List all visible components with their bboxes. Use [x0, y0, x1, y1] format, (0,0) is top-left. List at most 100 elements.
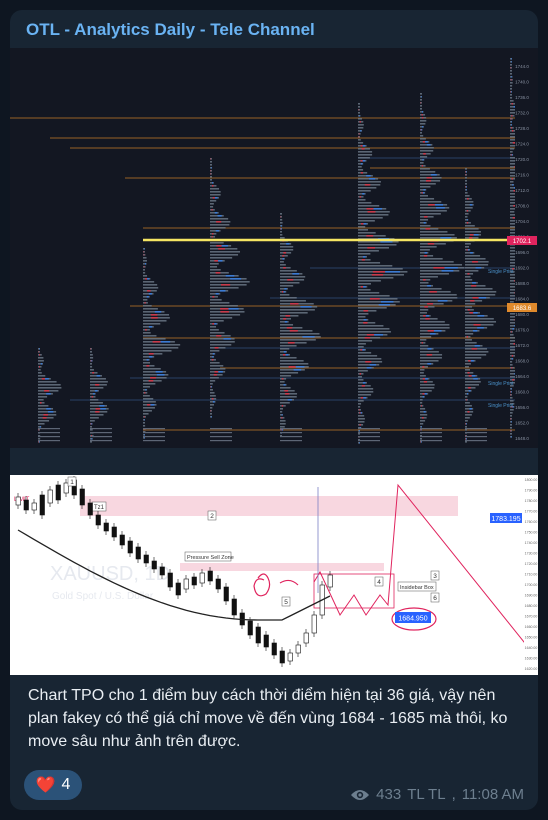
tpo-bar-red	[366, 334, 375, 336]
tpo-bar-blue	[421, 129, 423, 131]
tpo-bar	[420, 261, 454, 263]
tpo-bar	[210, 365, 224, 367]
tpo-bar-red	[466, 222, 469, 224]
tpo-bar	[210, 326, 217, 328]
tpo-bar-red	[422, 393, 425, 395]
tpo-bar	[465, 180, 467, 182]
tpo-bar-red	[281, 378, 284, 380]
tpo-bar-red	[43, 414, 49, 416]
tpo-footer-stat	[420, 432, 442, 434]
tpo-bar	[143, 299, 148, 301]
tpo-bar	[358, 400, 364, 402]
tpo-bar	[210, 212, 219, 214]
tpo-bar-red	[472, 261, 478, 263]
reaction-heart[interactable]: ❤️ 4	[24, 770, 82, 800]
tpo-bar	[210, 389, 213, 391]
tpo-bar	[210, 329, 219, 331]
tpo-bar	[465, 330, 480, 332]
tpo-bar-blue	[421, 111, 423, 113]
author-name: TL TL	[407, 786, 446, 803]
tpo-bar-blue	[286, 243, 290, 245]
tpo-bar	[280, 426, 285, 428]
tpo-footer-stat	[90, 440, 112, 442]
tpo-bar-blue	[424, 252, 428, 254]
tpo-bar-red	[282, 255, 285, 257]
tpo-bar-red	[143, 251, 145, 253]
tpo-bar-red	[361, 385, 365, 387]
tpo-bar-blue	[511, 61, 512, 63]
tpo-bar	[358, 139, 361, 141]
meta-separator: ,	[451, 786, 456, 803]
tpo-bar	[210, 341, 235, 343]
tpo-footer-stat	[465, 440, 487, 442]
price-chart-image[interactable]: XAUUSD, 1D Gold Spot / U.S. Dollar LIMIT…	[10, 475, 538, 675]
tpo-bar	[510, 85, 513, 87]
tpo-bar-red	[143, 266, 145, 268]
tpo-bar	[143, 284, 158, 286]
tpo-bar	[280, 435, 282, 437]
tpo-bar-red	[360, 349, 363, 351]
tpo-bar	[420, 300, 453, 302]
tpo-bar-blue	[470, 252, 473, 254]
tpo-bar-blue	[214, 212, 218, 214]
tpo-bar-red	[513, 205, 517, 207]
tpo-bar-blue	[469, 204, 473, 206]
price-axis-label: 1720.00	[525, 562, 538, 566]
tpo-chart-image[interactable]: 1744.0 1740.0 1736.0 1732.0 1728.0 1724.0 1720…	[10, 48, 538, 448]
tpo-bar-red	[38, 351, 40, 353]
tpo-bar	[420, 297, 458, 299]
tpo-bar-red	[361, 223, 364, 225]
tpo-bar	[210, 299, 222, 301]
tpo-bar-red	[360, 397, 364, 399]
tpo-bar	[358, 169, 364, 171]
tpo-bar	[90, 405, 107, 407]
tpo-bar-red	[211, 209, 213, 211]
tpo-bar	[465, 294, 496, 296]
tpo-bar	[420, 396, 425, 398]
tpo-bar	[510, 145, 517, 147]
tpo-bar-red	[216, 335, 222, 337]
tpo-bar	[143, 272, 146, 274]
tpo-bar-blue	[359, 115, 361, 117]
tpo-bar-blue	[477, 327, 484, 329]
tpo-bar-blue	[433, 330, 442, 332]
tpo-footer-stat	[358, 436, 380, 438]
tpo-bar-red	[220, 308, 229, 310]
tpo-bar	[465, 243, 471, 245]
tpo-bar-blue	[293, 369, 302, 371]
tpo-bar-blue	[144, 419, 145, 421]
tpo-bar	[143, 431, 146, 433]
tpo-bar-blue	[214, 323, 217, 325]
tpo-bar-blue	[212, 356, 214, 358]
tpo-bar-blue	[360, 412, 362, 414]
tpo-bar	[210, 263, 219, 265]
tpo-bar	[358, 439, 360, 441]
tpo-bar-red	[91, 435, 92, 437]
tpo-bar-blue	[211, 416, 212, 418]
tpo-bar-red	[513, 190, 517, 192]
price-axis-label: 1650.00	[525, 636, 538, 640]
tpo-bar	[510, 373, 519, 375]
tpo-bar	[465, 246, 470, 248]
message-text: Chart TPO cho 1 điểm buy cách thời điểm …	[28, 687, 508, 750]
tpo-bar-red	[468, 360, 471, 362]
tpo-bar	[90, 387, 104, 389]
tpo-bar-blue	[469, 408, 472, 410]
tpo-bar-red	[283, 267, 286, 269]
tpo-bar	[358, 415, 365, 417]
insidebar-box	[313, 573, 395, 609]
tpo-bar	[510, 334, 514, 336]
tpo-footer-stat	[38, 428, 60, 430]
tpo-bar-blue	[468, 390, 471, 392]
tpo-bar	[465, 204, 474, 206]
tpo-bar	[420, 360, 439, 362]
channel-title[interactable]: OTL - Analytics Daily - Tele Channel	[26, 20, 315, 39]
tpo-bar-red	[510, 418, 512, 420]
tpo-bar	[358, 142, 364, 144]
tpo-bar	[143, 374, 169, 376]
tpo-bar-blue	[148, 293, 152, 295]
projection-path	[313, 483, 529, 648]
tpo-bar-red	[281, 417, 283, 419]
tpo-bar-red	[427, 303, 433, 305]
tpo-bar	[358, 430, 360, 432]
